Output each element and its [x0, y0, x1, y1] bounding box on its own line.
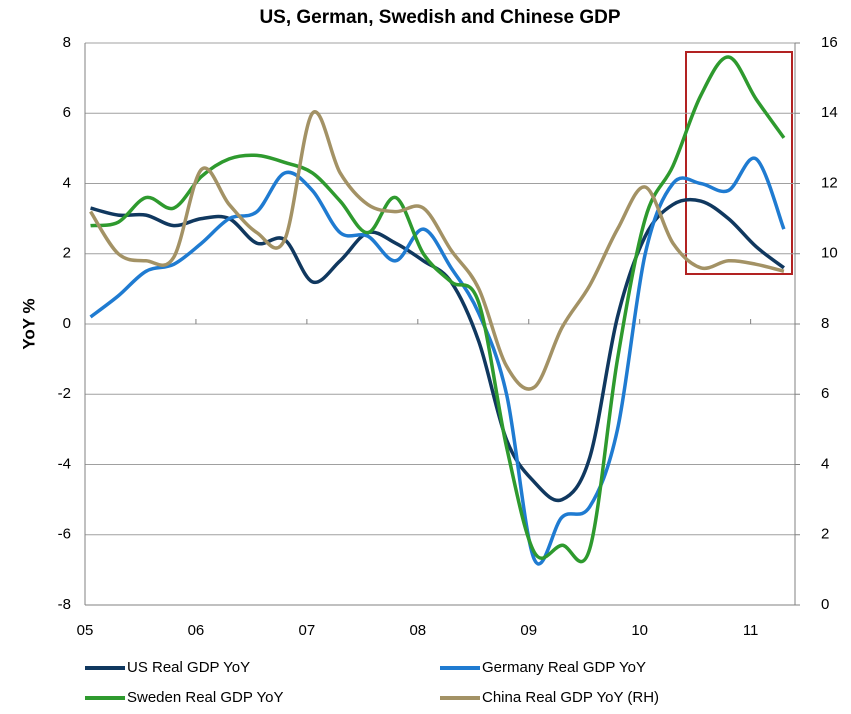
x-tick-label: 10 [631, 622, 648, 639]
legend-label: Germany Real GDP YoY [482, 659, 646, 676]
y-tick-label: 6 [63, 104, 71, 121]
x-tick-label: 06 [188, 622, 205, 639]
series-line [90, 55, 786, 564]
legend-label: China Real GDP YoY (RH) [482, 689, 659, 706]
y2-tick-label: 10 [821, 245, 838, 262]
series-line [89, 110, 785, 391]
y-tick-label: -2 [58, 385, 71, 402]
x-tick-label: 05 [77, 622, 94, 639]
y-tick-label: 2 [63, 245, 71, 262]
y-tick-label: -6 [58, 526, 71, 543]
y-axis-label: YoY % [19, 298, 38, 349]
y2-tick-label: 16 [821, 34, 838, 51]
y2-tick-label: 6 [821, 385, 829, 402]
y2-tick-label: 0 [821, 596, 829, 613]
y-tick-label: -4 [58, 455, 71, 472]
chart-title: US, German, Swedish and Chinese GDP [259, 7, 620, 28]
x-tick-label: 08 [409, 622, 426, 639]
highlight-box [685, 51, 793, 275]
x-tick-label: 07 [299, 622, 316, 639]
y-tick-label: 0 [63, 315, 71, 332]
y-tick-label: -8 [58, 596, 71, 613]
y-tick-label: 4 [63, 174, 71, 191]
y2-tick-label: 4 [821, 455, 829, 472]
y2-tick-label: 8 [821, 315, 829, 332]
x-tick-label: 09 [520, 622, 537, 639]
y2-tick-label: 12 [821, 174, 838, 191]
y2-tick-label: 2 [821, 526, 829, 543]
y2-tick-label: 14 [821, 104, 838, 121]
x-tick-label: 11 [743, 622, 759, 639]
y-tick-label: 8 [63, 34, 71, 51]
legend-label: Sweden Real GDP YoY [127, 689, 284, 706]
legend-label: US Real GDP YoY [127, 659, 250, 676]
